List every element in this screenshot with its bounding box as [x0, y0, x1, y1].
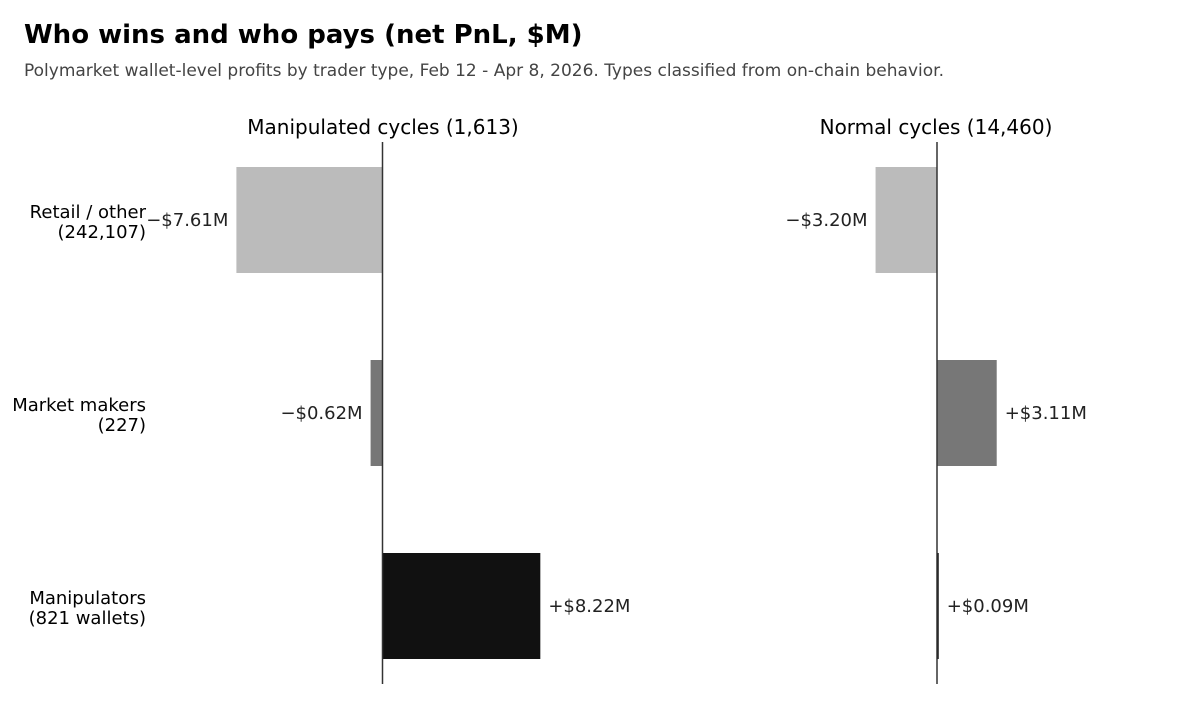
- bar: [875, 167, 937, 273]
- category-count: (821 wallets): [29, 608, 146, 629]
- chart-subtitle: Polymarket wallet-level profits by trade…: [24, 61, 944, 81]
- data-label: +$0.09M: [947, 596, 1029, 617]
- bar: [937, 360, 997, 466]
- data-label: −$0.62M: [280, 403, 362, 424]
- bar: [937, 553, 939, 659]
- category-label: Retail / other: [30, 202, 147, 223]
- category-count: (242,107): [58, 222, 146, 243]
- data-label: +$3.11M: [1005, 403, 1087, 424]
- bar: [236, 167, 383, 273]
- panel-title: Manipulated cycles (1,613): [247, 115, 518, 139]
- panel-title: Normal cycles (14,460): [820, 115, 1053, 139]
- category-label: Market makers: [12, 395, 146, 416]
- category-count: (227): [98, 415, 146, 436]
- bar: [370, 360, 383, 466]
- chart-title: Who wins and who pays (net PnL, $M): [24, 20, 583, 50]
- data-label: −$7.61M: [146, 210, 228, 231]
- data-label: +$8.22M: [548, 596, 630, 617]
- category-label: Manipulators: [29, 588, 146, 609]
- bar: [382, 553, 541, 659]
- data-label: −$3.20M: [785, 210, 867, 231]
